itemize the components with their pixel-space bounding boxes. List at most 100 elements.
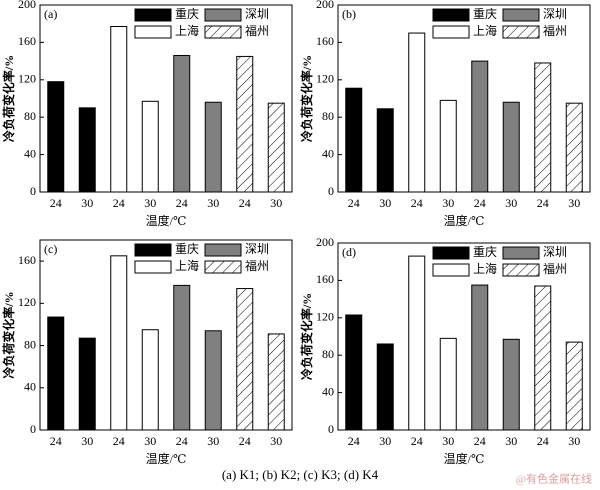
legend-label: 福州 <box>543 261 567 276</box>
y-tick-label: 40 <box>24 146 36 160</box>
x-tick-label: 24 <box>537 196 549 210</box>
y-tick-label: 80 <box>24 337 36 351</box>
x-tick-label: 30 <box>81 434 93 448</box>
legend-label: 上海 <box>175 23 199 38</box>
x-tick-label: 24 <box>113 196 125 210</box>
legend-label: 重庆 <box>473 7 497 21</box>
x-tick-label: 24 <box>176 196 188 210</box>
y-tick-label: 120 <box>18 295 36 309</box>
y-tick-label: 40 <box>24 380 36 394</box>
x-tick-label: 30 <box>270 434 282 448</box>
y-tick-label: 120 <box>18 72 36 86</box>
bar <box>439 337 457 431</box>
legend-swatch <box>204 25 242 39</box>
y-tick-label: 80 <box>322 347 334 361</box>
y-tick-label: 200 <box>18 0 36 11</box>
y-tick-label: 200 <box>316 0 334 11</box>
x-tick-label: 30 <box>568 434 580 448</box>
panel-label: (b) <box>342 7 356 21</box>
legend-swatch <box>432 8 470 22</box>
y-tick-label: 160 <box>18 34 36 48</box>
y-axis-label: 冷负荷变化率/% <box>1 291 16 378</box>
y-tick-label: 0 <box>328 422 334 436</box>
y-tick-label: 0 <box>30 184 36 198</box>
y-axis-label: 冷负荷变化率/% <box>1 55 16 142</box>
legend-label: 上海 <box>175 258 199 273</box>
x-tick-label: 30 <box>379 434 391 448</box>
bar <box>534 62 552 193</box>
x-tick-label: 30 <box>144 196 156 210</box>
bar <box>173 54 191 193</box>
x-tick-label: 30 <box>442 196 454 210</box>
x-axis-label: 温度/℃ <box>444 451 485 466</box>
bar <box>345 314 363 431</box>
legend-label: 上海 <box>473 261 497 276</box>
bar <box>110 26 128 193</box>
x-tick-label: 24 <box>474 434 486 448</box>
x-tick-label: 30 <box>207 434 219 448</box>
legend-label: 深圳 <box>245 242 269 256</box>
plot-frame <box>39 239 293 431</box>
x-tick-label: 24 <box>411 196 423 210</box>
x-tick-label: 24 <box>239 196 251 210</box>
watermark: @有色金属在线 <box>516 472 592 486</box>
bar <box>47 316 65 431</box>
legend-label: 重庆 <box>175 242 199 256</box>
y-tick-label: 80 <box>24 109 36 123</box>
bar <box>78 337 96 431</box>
bar <box>408 32 426 193</box>
x-tick-label: 24 <box>474 196 486 210</box>
legend-swatch <box>502 25 540 39</box>
caption: (a) K1; (b) K2; (c) K3; (d) K4 <box>222 467 379 482</box>
y-tick-label: 40 <box>322 146 334 160</box>
bar <box>173 284 191 431</box>
bar <box>439 99 457 193</box>
bar <box>47 81 65 193</box>
legend-label: 重庆 <box>473 245 497 259</box>
legend-swatch <box>502 263 540 277</box>
x-tick-label: 30 <box>270 196 282 210</box>
y-tick-label: 160 <box>18 253 36 267</box>
x-tick-label: 24 <box>50 196 62 210</box>
legend-swatch <box>134 260 172 274</box>
legend-label: 深圳 <box>543 245 567 259</box>
bar <box>471 284 489 431</box>
bar <box>141 329 159 431</box>
x-tick-label: 24 <box>348 434 360 448</box>
bar <box>236 288 254 431</box>
plot-frame <box>337 242 591 431</box>
legend-swatch <box>134 25 172 39</box>
y-axis-label: 冷负荷变化率/% <box>299 55 314 142</box>
bar <box>204 330 222 431</box>
legend-label: 上海 <box>473 23 497 38</box>
legend-label: 深圳 <box>245 7 269 21</box>
y-tick-label: 200 <box>316 235 334 249</box>
legend-label: 重庆 <box>175 7 199 21</box>
legend-swatch <box>432 25 470 39</box>
y-tick-label: 160 <box>316 272 334 286</box>
bar <box>534 285 552 431</box>
y-tick-label: 120 <box>316 72 334 86</box>
bar <box>110 255 128 431</box>
bar <box>345 87 363 193</box>
x-tick-label: 30 <box>379 196 391 210</box>
x-tick-label: 30 <box>207 196 219 210</box>
x-tick-label: 24 <box>50 434 62 448</box>
y-tick-label: 160 <box>316 34 334 48</box>
x-tick-label: 24 <box>348 196 360 210</box>
y-axis-label: 冷负荷变化率/% <box>299 293 314 380</box>
legend-swatch <box>134 243 172 257</box>
x-tick-label: 30 <box>81 196 93 210</box>
legend-swatch <box>134 8 172 22</box>
x-axis-label: 温度/℃ <box>146 451 187 466</box>
bar <box>141 100 159 193</box>
bar <box>502 338 520 431</box>
y-tick-label: 120 <box>316 310 334 324</box>
x-tick-label: 24 <box>411 434 423 448</box>
x-tick-label: 30 <box>442 434 454 448</box>
bar <box>565 102 583 193</box>
legend-swatch <box>204 8 242 22</box>
y-tick-label: 80 <box>322 109 334 123</box>
